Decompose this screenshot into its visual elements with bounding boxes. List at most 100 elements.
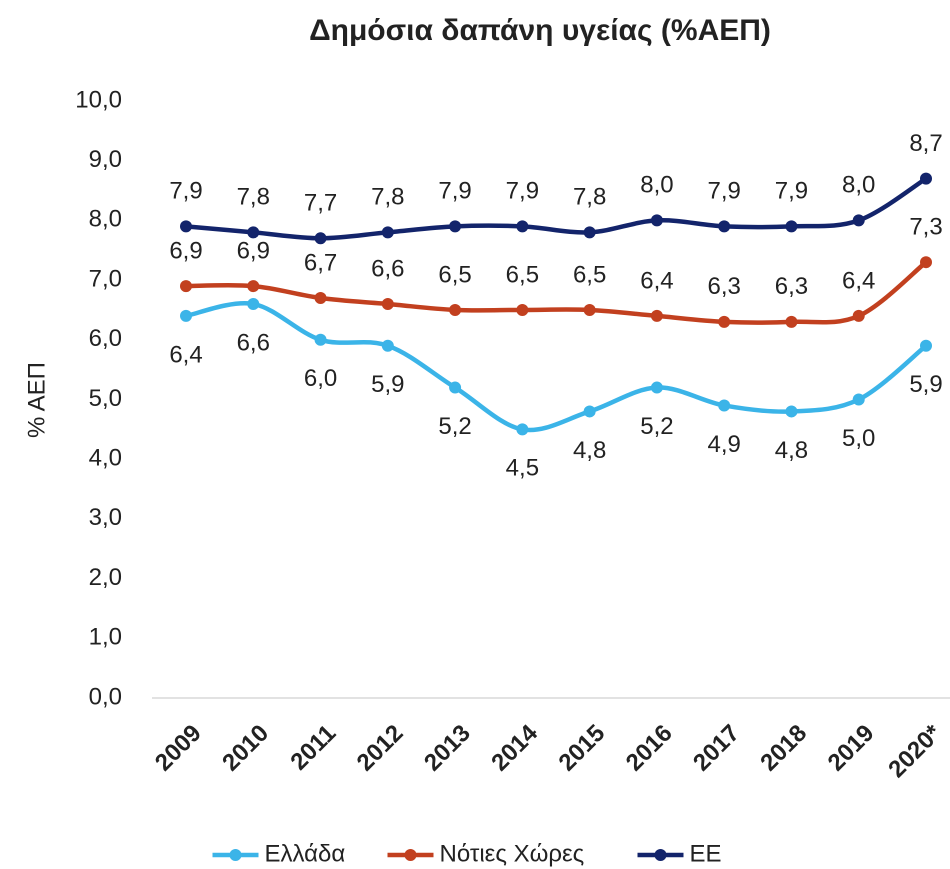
x-tick-label: 2016 [621,720,678,777]
series-line [185,260,928,325]
data-label: 6,4 [842,267,875,294]
legend-marker [654,849,667,861]
data-label: 5,2 [438,413,471,440]
y-tick-label: 1,0 [89,624,122,651]
data-point [650,381,663,394]
data-point [650,214,663,227]
data-point [314,232,327,245]
y-tick-label: 6,0 [89,325,122,352]
legend-marker [229,849,242,861]
data-label: 6,4 [169,341,202,368]
data-label: 8,0 [842,172,875,199]
data-label: 5,2 [640,413,673,440]
data-point [718,220,731,233]
data-label: 7,3 [909,214,942,241]
data-label: 6,0 [304,365,337,392]
data-point [247,226,260,239]
x-tick-label: 2012 [352,720,409,777]
data-label: 4,9 [707,431,740,458]
data-label: 4,8 [775,437,808,464]
data-point [381,339,394,352]
data-label: 6,4 [640,267,673,294]
data-point [449,220,462,233]
data-label: 6,6 [371,255,404,282]
data-point [785,220,798,233]
data-label: 4,8 [573,437,606,464]
data-point [247,297,260,310]
data-label: 4,5 [506,455,539,482]
data-point [920,339,932,352]
legend-label: ΕΕ [690,840,722,867]
data-label: 7,9 [506,178,539,205]
data-point [314,292,327,305]
y-tick-label: 2,0 [89,564,122,591]
data-label: 6,3 [775,273,808,300]
data-label: 6,9 [169,237,202,264]
legend-marker [404,849,417,861]
y-tick-label: 5,0 [89,385,122,412]
data-label: 7,9 [775,178,808,205]
data-point [583,226,596,239]
data-point [381,297,394,310]
y-tick-label: 3,0 [89,504,122,531]
data-label: 7,9 [707,178,740,205]
chart-title: Δημόσια δαπάνη υγείας (%ΑΕΠ) [309,14,771,47]
y-tick-label: 4,0 [89,445,122,472]
data-point [381,226,394,239]
y-tick-label: 7,0 [89,265,122,292]
data-point [852,214,865,227]
data-point [449,381,462,394]
data-label: 7,8 [573,184,606,211]
data-point [785,405,798,418]
data-label: 7,9 [438,178,471,205]
data-label: 7,7 [304,190,337,217]
data-point [785,315,798,328]
data-label: 6,9 [237,237,270,264]
x-tick-label: 2011 [285,720,341,776]
legend-label: Ελλάδα [265,840,346,867]
data-label: 8,0 [640,172,673,199]
y-tick-label: 10,0 [75,86,122,113]
x-tick-label: 2020* [883,719,947,783]
data-point [516,220,529,233]
data-point [920,256,932,269]
y-tick-label: 9,0 [89,146,122,173]
data-label: 7,9 [169,178,202,205]
x-tick-label: 2010 [217,720,274,777]
data-label: 8,7 [909,130,942,157]
x-tick-label: 2015 [554,720,611,777]
data-label: 7,8 [237,184,270,211]
data-label: 6,5 [506,261,539,288]
data-point [920,172,932,185]
data-label: 6,5 [573,261,606,288]
data-label: 6,6 [237,329,270,356]
data-label: 5,9 [371,371,404,398]
x-tick-label: 2009 [150,720,207,777]
legend-label: Νότιες Χώρες [440,840,585,867]
data-point [180,309,192,322]
y-axis-label: % ΑΕΠ [23,362,50,438]
data-point [650,309,663,322]
data-point [583,303,596,316]
data-point [718,399,731,412]
data-point [180,220,192,233]
x-tick-label: 2019 [823,720,880,777]
y-tick-label: 8,0 [89,206,122,233]
data-point [516,423,529,436]
series-line [185,176,928,241]
data-point [314,333,327,346]
data-label: 6,7 [304,249,337,276]
y-tick-label: 0,0 [89,683,122,710]
data-point [583,405,596,418]
data-point [180,280,192,293]
data-point [852,309,865,322]
data-label: 5,9 [909,371,942,398]
data-point [718,315,731,328]
x-tick-label: 2014 [486,719,543,776]
x-tick-label: 2017 [688,720,745,777]
data-point [449,303,462,316]
data-label: 6,3 [707,273,740,300]
data-label: 6,5 [438,261,471,288]
data-point [247,280,260,293]
